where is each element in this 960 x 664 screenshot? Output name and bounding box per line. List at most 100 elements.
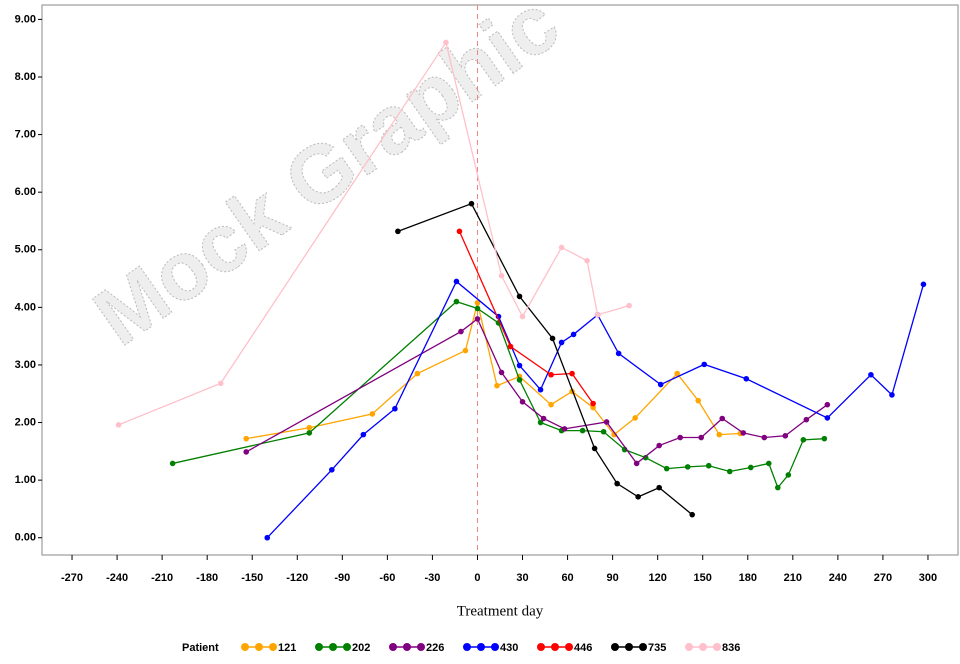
data-point <box>614 480 620 487</box>
data-point <box>474 305 481 312</box>
data-point <box>590 404 596 411</box>
data-point <box>498 369 505 376</box>
legend-swatch-dot <box>417 643 425 651</box>
x-tick-label: 60 <box>561 572 573 584</box>
data-point <box>443 39 449 46</box>
data-point <box>705 462 712 469</box>
data-point <box>600 428 607 435</box>
data-point <box>726 468 733 475</box>
legend-label: 446 <box>574 642 592 654</box>
data-point <box>264 534 271 541</box>
plot-frame <box>41 4 959 556</box>
data-point <box>684 464 691 470</box>
data-point <box>462 347 469 354</box>
y-tick-label: 6.00 <box>15 186 36 198</box>
y-tick-label: 2.00 <box>15 416 36 428</box>
data-point <box>474 316 481 322</box>
data-point <box>306 430 313 436</box>
data-point <box>821 435 828 442</box>
data-point <box>632 415 638 421</box>
data-point <box>663 465 670 472</box>
data-point <box>656 484 662 491</box>
data-point <box>626 302 632 309</box>
legend-swatch-dot <box>537 643 545 651</box>
data-point <box>369 411 376 417</box>
data-point <box>642 454 649 461</box>
data-point <box>785 472 792 478</box>
data-point <box>569 370 575 377</box>
legend-label: 735 <box>648 642 666 654</box>
data-point <box>782 432 789 439</box>
data-point <box>548 401 554 408</box>
x-tick-label: -240 <box>106 572 128 584</box>
x-tick-label: 30 <box>516 572 528 584</box>
x-tick-label: 210 <box>784 572 802 584</box>
data-point <box>695 397 702 404</box>
legend-title: Patient <box>182 642 219 654</box>
legend-swatch-dot <box>403 643 411 651</box>
data-point <box>360 431 367 438</box>
legend-swatch-dot <box>255 643 263 651</box>
data-point <box>561 426 568 432</box>
data-point <box>824 415 831 421</box>
x-tick-label: -180 <box>196 572 218 584</box>
data-point <box>474 299 481 306</box>
data-point <box>169 460 176 467</box>
data-point <box>519 399 526 405</box>
legend-swatch-dot <box>625 643 633 651</box>
legend-swatch-dot <box>685 643 693 651</box>
data-point <box>468 200 475 207</box>
legend-label: 121 <box>278 642 296 654</box>
legend-swatch-dot <box>269 643 277 651</box>
legend-label: 226 <box>426 642 444 654</box>
legend-swatch-dot <box>329 643 337 651</box>
legend-swatch-dot <box>463 643 471 651</box>
data-point <box>498 272 505 279</box>
data-point <box>824 401 831 408</box>
data-point <box>414 370 421 377</box>
legend-swatch-dot <box>315 643 323 651</box>
data-point <box>540 415 547 422</box>
x-tick-label: 240 <box>829 572 847 584</box>
data-point <box>548 371 554 378</box>
data-point <box>395 228 401 235</box>
legend-swatch-dot <box>639 643 647 651</box>
data-point <box>558 339 565 346</box>
data-point <box>456 228 463 235</box>
legend-swatch-dot <box>551 643 559 651</box>
data-point <box>590 400 596 407</box>
series-line <box>397 202 693 516</box>
x-tick-label: 300 <box>919 572 937 584</box>
data-point <box>740 430 747 436</box>
x-tick-label: -30 <box>424 572 440 584</box>
legend-swatch-dot <box>713 643 721 651</box>
legend-label: 836 <box>722 642 740 654</box>
x-axis-label: Treatment day <box>457 603 544 619</box>
data-point <box>591 445 598 452</box>
legend-swatch-dot <box>611 643 619 651</box>
data-point <box>537 386 544 393</box>
data-point <box>674 370 680 377</box>
x-tick-label: 90 <box>606 572 618 584</box>
data-point <box>803 416 810 423</box>
data-point <box>635 494 641 500</box>
x-tick-label: 150 <box>694 572 712 584</box>
x-tick-label: -270 <box>61 572 83 584</box>
x-tick-label: 180 <box>739 572 757 584</box>
y-tick-label: 9.00 <box>15 13 36 25</box>
series-line <box>245 317 828 465</box>
data-point <box>329 466 335 473</box>
data-point <box>115 422 122 428</box>
data-point <box>677 434 683 441</box>
data-point <box>494 382 500 389</box>
data-point <box>392 405 398 412</box>
data-point <box>549 335 556 342</box>
legend-swatch-dot <box>491 643 499 651</box>
legend-label: 202 <box>352 642 370 654</box>
data-point <box>594 312 601 318</box>
data-point <box>243 435 250 442</box>
legend-swatch-dot <box>565 643 573 651</box>
data-point <box>217 380 224 387</box>
legend-label: 430 <box>500 642 518 654</box>
data-point <box>765 460 772 467</box>
